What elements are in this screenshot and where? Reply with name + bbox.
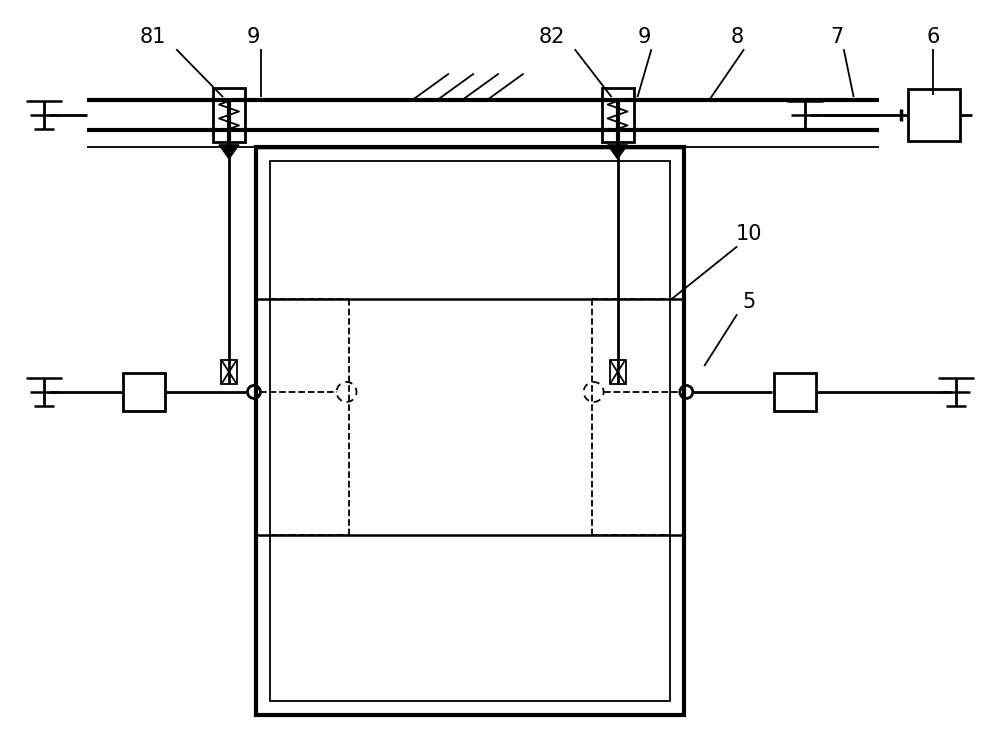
Text: 81: 81 [140, 27, 166, 48]
Bar [123, 373, 165, 411]
Bar [774, 373, 816, 411]
Bar [908, 89, 960, 141]
Text: 7: 7 [830, 27, 843, 48]
Text: 8: 8 [731, 27, 744, 48]
Bar [256, 147, 684, 715]
Bar [602, 87, 634, 143]
Bar [221, 360, 237, 384]
Text: 6: 6 [927, 27, 940, 48]
Text: 9: 9 [246, 27, 260, 48]
Text: 5: 5 [742, 293, 756, 312]
Text: 10: 10 [736, 225, 762, 244]
Text: 9: 9 [638, 27, 651, 48]
Text: 82: 82 [539, 27, 565, 48]
Bar [270, 161, 670, 700]
Bar [213, 87, 245, 143]
Polygon shape [608, 145, 628, 159]
Polygon shape [219, 145, 239, 159]
Bar [610, 360, 626, 384]
